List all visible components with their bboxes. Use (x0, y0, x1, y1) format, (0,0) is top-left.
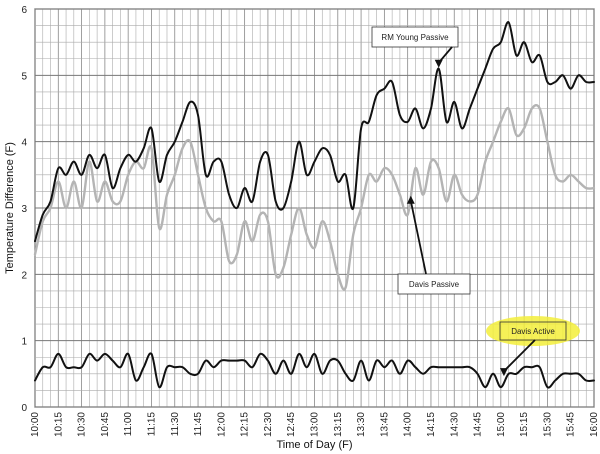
series-group (33, 21, 596, 389)
x-tick-label: 13:15 (333, 412, 344, 437)
series-line-rm-young-passive (34, 21, 595, 243)
x-tick-label: 13:30 (356, 412, 367, 437)
y-axis-title: Temperature Difference (F) (4, 142, 16, 274)
series-line-davis-passive (33, 104, 596, 291)
annotation-label: Davis Active (511, 327, 555, 336)
y-tick-label: 5 (21, 71, 27, 82)
annotation-arrow-line (409, 200, 427, 275)
x-tick-label: 11:15 (146, 412, 157, 437)
annotation-arrowhead (499, 368, 508, 377)
x-tick-label: 12:30 (263, 412, 274, 437)
x-tick-label: 14:00 (403, 412, 414, 437)
annotation-label: Davis Passive (409, 280, 460, 289)
x-axis-ticks: 10:00 10:15 10:30 10:45 11:00 11:15 11:30 11:45… (30, 412, 600, 437)
x-tick-label: 12:15 (240, 412, 251, 437)
x-tick-label: 13:45 (379, 412, 390, 437)
annotation-highlight (486, 316, 580, 346)
x-tick-label: 10:45 (100, 412, 111, 437)
x-tick-label: 15:30 (542, 412, 553, 437)
x-tick-label: 11:00 (123, 412, 134, 437)
annotation-arrow-line (503, 339, 536, 372)
annotation-box (371, 26, 459, 48)
x-tick-label: 14:30 (449, 412, 460, 437)
grid (34, 8, 595, 408)
x-axis-title: Time of Day (F) (277, 439, 353, 451)
y-axis-ticks: 0 1 2 3 4 5 6 (21, 5, 27, 414)
x-tick-label: 15:15 (519, 412, 530, 437)
x-tick-label: 10:00 (30, 412, 41, 437)
annotation-arrowhead (434, 59, 443, 68)
y-tick-label: 2 (21, 270, 27, 281)
x-tick-label: 12:45 (286, 412, 297, 437)
x-tick-label: 12:00 (216, 412, 227, 437)
y-tick-label: 4 (21, 138, 27, 149)
x-tick-label: 16:00 (589, 412, 600, 437)
annotations: RM Young Passive Davis Passive Davis Activ… (371, 26, 580, 377)
x-tick-label: 13:00 (310, 412, 321, 437)
annotation-arrowhead (406, 195, 415, 204)
y-tick-label: 6 (21, 5, 27, 16)
series-line-davis-active (34, 352, 595, 389)
x-tick-label: 10:15 (53, 412, 64, 437)
annotation-rm-young-passive: RM Young Passive (371, 26, 459, 68)
x-tick-label: 14:15 (426, 412, 437, 437)
x-tick-label: 15:00 (496, 412, 507, 437)
annotation-box (499, 321, 567, 341)
x-tick-label: 11:45 (193, 412, 204, 437)
annotation-davis-active: Davis Active (486, 316, 580, 377)
y-tick-label: 3 (21, 204, 27, 215)
annotation-box (397, 273, 471, 295)
y-tick-label: 1 (21, 337, 27, 348)
annotation-davis-passive: Davis Passive (397, 195, 471, 295)
x-tick-label: 10:30 (77, 412, 88, 437)
annotation-label: RM Young Passive (381, 33, 449, 42)
x-tick-label: 11:30 (170, 412, 181, 437)
x-tick-label: 15:45 (566, 412, 577, 437)
y-tick-label: 0 (21, 403, 27, 414)
x-tick-label: 14:45 (473, 412, 484, 437)
